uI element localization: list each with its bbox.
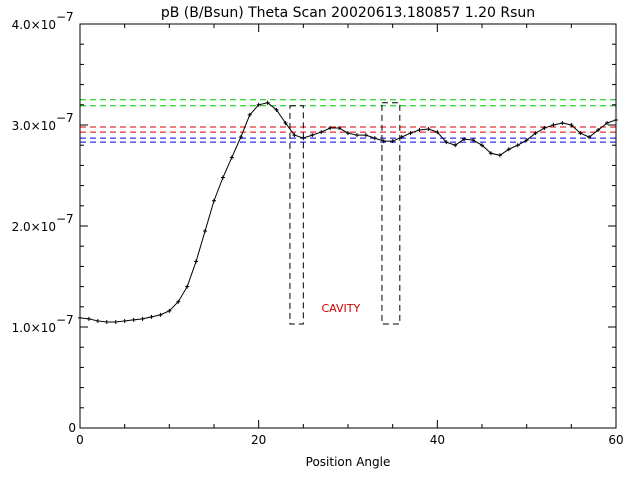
data-point [390,139,395,144]
data-point [551,123,556,127]
data-point [462,137,467,142]
x-tick-label: 0 [76,433,84,447]
data-point [86,316,91,321]
data-point [131,317,136,322]
x-axis-label: Position Angle [306,455,391,469]
data-point [140,316,145,321]
data-point [301,136,306,141]
data-point [480,143,484,148]
data-point [283,120,288,125]
y-tick-exponent: −7 [56,10,74,24]
data-point [426,127,431,132]
data-point [310,133,315,138]
data-point [435,130,440,135]
data-point [533,131,538,136]
data-point [587,135,592,140]
y-tick-label: 4.0×10 [12,18,56,32]
data-point [122,318,127,323]
data-point [354,133,359,138]
y-axis: 01.0×10−72.0×10−73.0×10−74.0×10−7 [12,10,616,435]
series-line-0 [79,102,617,323]
y-tick-exponent: −7 [56,313,74,327]
x-axis: 0 20 40 60 [76,24,624,447]
data-point [337,126,342,131]
cavity-label: CAVITY [321,302,360,315]
data-series [78,100,618,324]
data-point [176,299,181,304]
data-point [453,143,458,148]
data-point [605,120,610,125]
data-point [497,153,502,158]
data-point [578,131,583,136]
data-point [158,312,163,317]
data-point [515,143,520,148]
plot-frame [79,23,617,429]
data-point [328,126,333,131]
x-tick-label: 40 [430,433,445,447]
chart-title: pB (B/Bsun) Theta Scan 20020613.180857 1… [161,5,535,21]
data-point [265,100,270,105]
data-point [569,123,574,127]
data-point [256,102,261,107]
data-point [372,136,377,141]
data-point [95,318,100,323]
data-point [542,126,547,131]
reference-lines [80,99,616,143]
data-point [212,198,216,203]
data-point [167,308,172,313]
data-point [408,131,413,136]
data-point [247,112,252,117]
data-point [381,139,386,144]
data-point [363,133,368,138]
data-point [488,151,493,156]
x-tick-label: 60 [608,433,623,447]
y-tick-label: 1.0×10 [12,321,56,335]
data-point [444,140,449,145]
cavity-boxes [289,102,401,325]
data-point [149,314,154,319]
data-point [596,128,601,133]
data-point [104,319,109,324]
y-tick-label: 3.0×10 [12,119,56,133]
data-point [399,135,404,140]
data-point [185,284,190,289]
data-point [506,147,511,152]
y-tick-label: 0 [68,421,76,435]
data-point [292,133,297,138]
y-tick-label: 2.0×10 [12,220,56,234]
data-point [194,259,199,264]
data-point [417,128,422,133]
data-point [203,229,208,234]
data-point [220,175,225,180]
data-point [471,138,476,143]
data-point [274,107,279,112]
y-tick-exponent: −7 [56,111,74,125]
data-point [346,131,350,136]
data-point [113,319,118,324]
cavity-box-1 [381,102,401,325]
data-point [560,120,565,125]
cavity-box-0 [289,105,304,325]
data-point [524,138,529,143]
annotations: CAVITY [321,302,360,315]
y-tick-exponent: −7 [56,212,74,226]
data-point [319,130,324,135]
data-point [229,155,234,160]
x-tick-label: 20 [251,433,266,447]
data-point [238,135,243,140]
